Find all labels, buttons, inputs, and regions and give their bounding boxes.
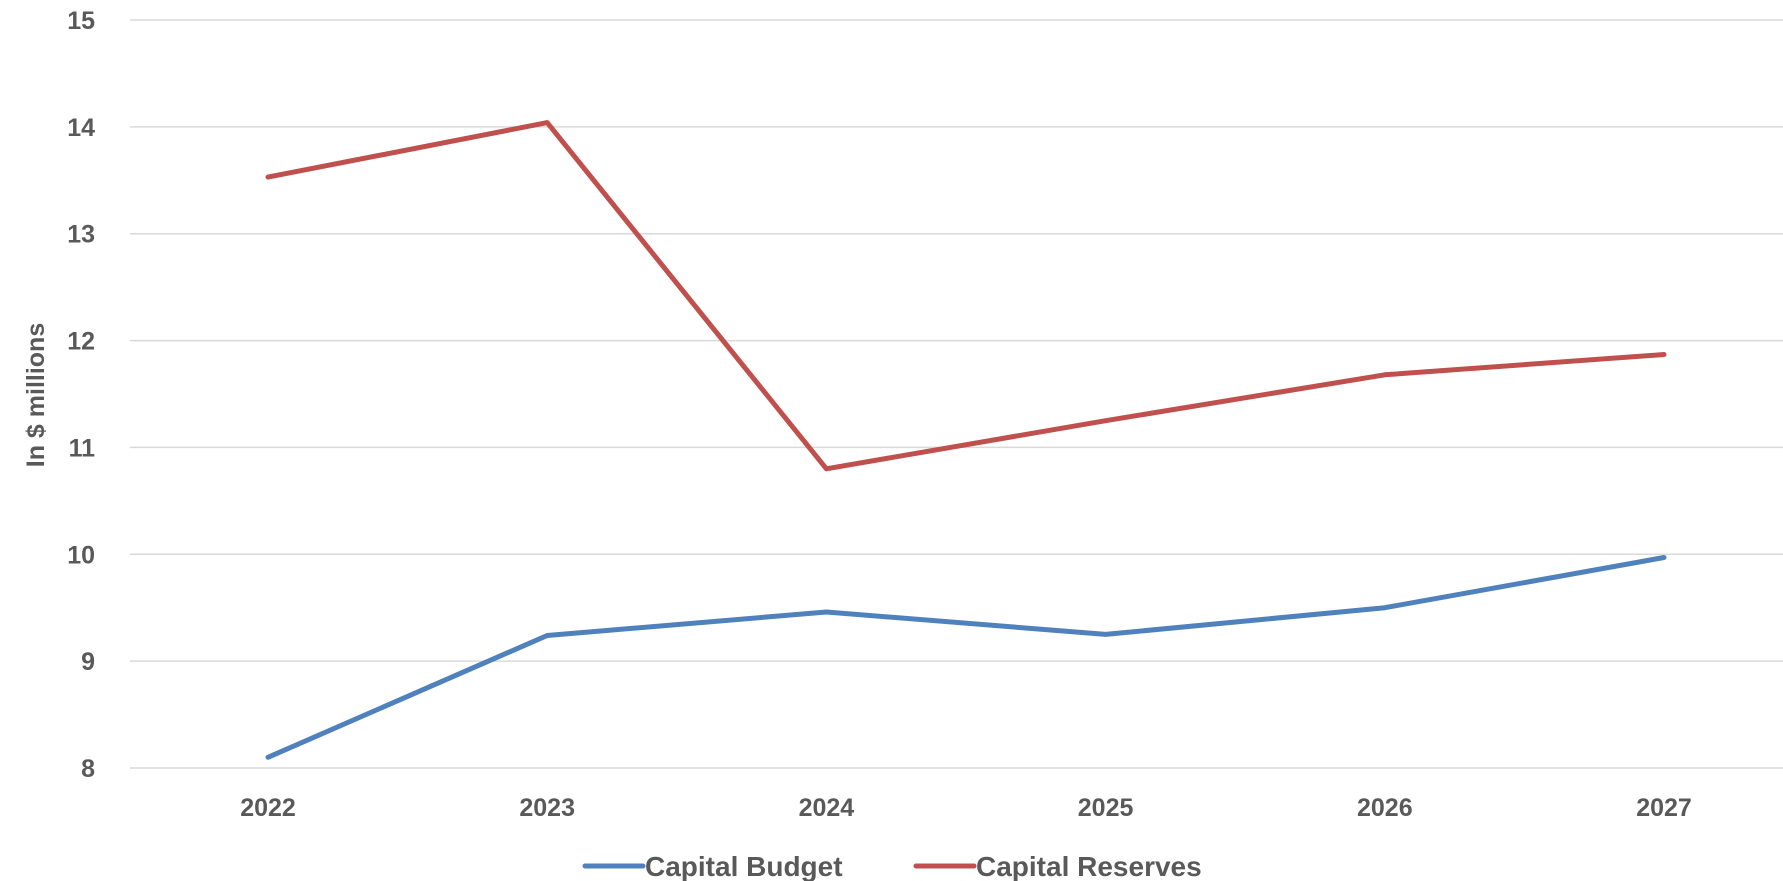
y-tick-label: 9 xyxy=(81,648,95,676)
series-line-capital-reserves xyxy=(265,120,1667,472)
x-axis-tick-labels: 2022 2023 2024 2025 2026 2027 xyxy=(240,794,1692,822)
x-tick-label: 2022 xyxy=(240,794,296,822)
y-axis-title: In $ millions xyxy=(22,323,50,467)
series-line-capital-budget xyxy=(265,555,1667,760)
x-tick-label: 2027 xyxy=(1636,794,1692,822)
legend-label-capital-budget: Capital Budget xyxy=(645,851,843,881)
y-tick-label: 11 xyxy=(69,434,96,462)
y-tick-label: 13 xyxy=(67,221,95,249)
y-tick-label: 14 xyxy=(67,114,95,142)
x-tick-label: 2023 xyxy=(519,794,575,822)
gridlines xyxy=(130,19,1783,769)
y-axis-tick-labels: 8 9 10 11 12 13 14 15 xyxy=(67,7,95,783)
y-tick-label: 8 xyxy=(81,755,95,783)
series-lines xyxy=(265,120,1667,760)
y-tick-label: 10 xyxy=(67,541,95,569)
x-tick-label: 2026 xyxy=(1357,794,1413,822)
x-tick-label: 2025 xyxy=(1078,794,1134,822)
legend-label-capital-reserves: Capital Reserves xyxy=(976,851,1202,881)
y-tick-label: 12 xyxy=(67,328,95,356)
legend: Capital Budget Capital Reserves xyxy=(582,851,1202,881)
y-tick-label: 15 xyxy=(67,7,95,35)
x-tick-label: 2024 xyxy=(799,794,855,822)
